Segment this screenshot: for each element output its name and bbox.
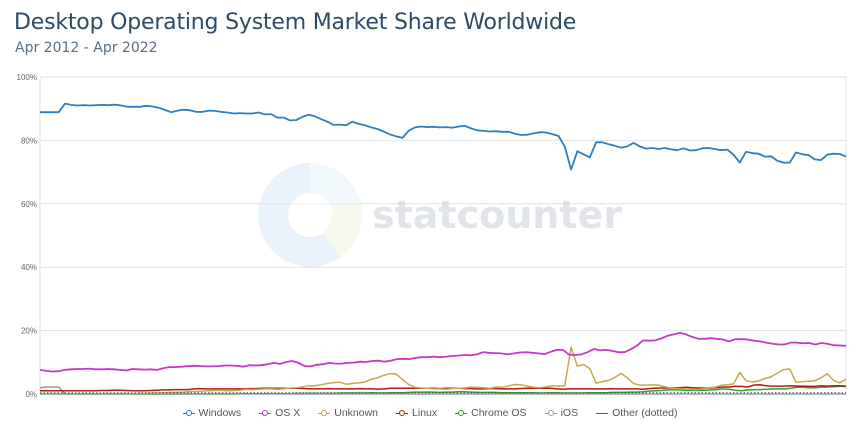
legend-item-unknown[interactable]: Unknown [318, 407, 378, 419]
series-layer [39, 102, 847, 395]
legend-label: iOS [560, 407, 579, 419]
legend-marker-icon [318, 409, 331, 417]
series-line-os-x[interactable] [39, 331, 847, 373]
y-tick-label: 40% [21, 263, 37, 272]
axis-layer: 0% 20% 40% 60% 80% 100% [17, 73, 846, 399]
legend-label: Chrome OS [471, 407, 527, 419]
y-tick-label: 80% [21, 136, 37, 145]
legend-marker-icon [455, 409, 468, 417]
watermark-text: statcounter [372, 193, 622, 237]
y-tick-label: 60% [21, 200, 37, 209]
y-tick-label: 100% [17, 73, 37, 82]
chart-legend: Windows OS X Unknown Linux Chrome OS iOS Other… [0, 402, 860, 424]
chart-title: Desktop Operating System Market Share Wo… [14, 10, 577, 35]
legend-marker-icon [544, 409, 557, 417]
legend-item-linux[interactable]: Linux [396, 407, 437, 419]
series-line-windows[interactable] [40, 102, 847, 171]
statcounter-watermark: statcounter [258, 162, 622, 267]
legend-item-chrome-os[interactable]: Chrome OS [455, 407, 527, 419]
y-tick-label: 20% [21, 327, 37, 336]
legend-item-other-dotted[interactable]: Other (dotted) [596, 407, 677, 419]
legend-item-windows[interactable]: Windows [182, 407, 242, 419]
legend-marker-icon [396, 409, 409, 417]
legend-label: Other (dotted) [612, 407, 678, 419]
legend-item-ios[interactable]: iOS [544, 407, 579, 419]
legend-label: Linux [412, 407, 438, 419]
legend-label: Unknown [334, 407, 379, 419]
legend-marker-icon [259, 409, 272, 417]
y-tick-label: 0% [25, 390, 37, 399]
statcounter-pie-logo-icon [258, 162, 363, 267]
legend-label: OS X [275, 407, 301, 419]
legend-item-os-x[interactable]: OS X [259, 407, 300, 419]
chart-subtitle: Apr 2012 - Apr 2022 [15, 40, 158, 56]
legend-label: Windows [198, 407, 242, 419]
legend-marker-icon [596, 409, 609, 417]
legend-marker-icon [182, 409, 195, 417]
